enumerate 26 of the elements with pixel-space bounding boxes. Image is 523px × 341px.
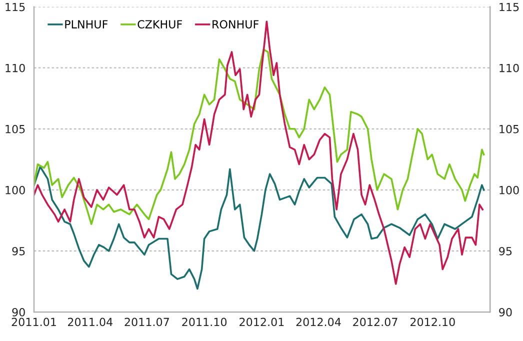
x-tick-label: 2012.01 <box>240 318 284 326</box>
y-tick-label: 100 <box>6 186 25 194</box>
y-tick-label: 105 <box>6 124 25 134</box>
x-tick-label: 2012.10 <box>410 318 455 326</box>
legend-label: PLNHUF <box>65 20 108 28</box>
line-series <box>34 48 485 226</box>
x-tick-label: 2011.07 <box>124 318 169 326</box>
y2-tick-label: 110 <box>500 64 519 72</box>
legend-label: CZKHUF <box>138 20 182 28</box>
y2-tick-label: 115 <box>500 2 519 12</box>
y2-tick-label: 95 <box>499 246 512 256</box>
y-tick-label: 115 <box>6 2 25 12</box>
line-series <box>34 166 485 290</box>
y2-tick-label: 105 <box>500 124 519 134</box>
y2-tick-label: 100 <box>500 186 519 194</box>
x-tick-label: 2011.10 <box>182 318 227 326</box>
y2-tick-label: 90 <box>499 308 512 316</box>
x-tick-label: 2011.04 <box>68 318 112 326</box>
y-tick-label: 95 <box>12 246 25 256</box>
x-tick-label: 2011.01 <box>12 318 56 326</box>
x-tick-label: 2012.07 <box>353 318 398 326</box>
line-series <box>34 20 484 285</box>
y-tick-label: 90 <box>12 308 25 316</box>
legend-label: RONHUF <box>212 20 259 28</box>
y-tick-label: 110 <box>6 64 25 72</box>
x-tick-label: 2012.04 <box>296 318 341 326</box>
